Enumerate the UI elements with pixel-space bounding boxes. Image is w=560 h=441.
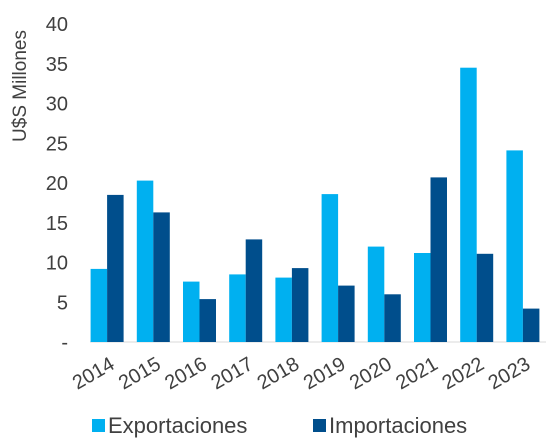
legend-swatch-importaciones: [313, 419, 326, 432]
bar-exportaciones-2022: [460, 67, 477, 342]
bar-exportaciones-2023: [506, 150, 523, 342]
bar-exportaciones-2021: [414, 253, 431, 342]
bar-importaciones-2017: [245, 239, 263, 342]
legend: Exportaciones Importaciones: [92, 413, 467, 438]
y-tick-label: 25: [46, 133, 68, 155]
x-tick-label-2021: 2021: [392, 353, 442, 394]
bar-exportaciones-2019: [321, 194, 339, 342]
bar-exportaciones-2018: [275, 277, 292, 342]
bar-importaciones-2020: [384, 294, 401, 342]
x-tick-label-2015: 2015: [115, 353, 165, 394]
bar-importaciones-2016: [199, 299, 216, 342]
bar-importaciones-2022: [476, 253, 494, 342]
x-tick-label-2018: 2018: [254, 353, 304, 394]
bar-exportaciones-2014: [90, 268, 108, 342]
y-tick-labels: - 5 10 15 20 25 30 35 40: [46, 14, 68, 354]
bar-exportaciones-2016: [183, 281, 200, 342]
y-tick-label: 40: [46, 14, 68, 36]
bar-importaciones-2018: [291, 268, 309, 342]
x-tick-label-2017: 2017: [207, 353, 257, 394]
y-tick-label: -: [61, 332, 68, 354]
y-tick-label: 35: [46, 54, 68, 76]
x-tick-label-2014: 2014: [69, 353, 119, 394]
y-tick-label: 30: [46, 94, 68, 116]
x-tick-label-2022: 2022: [438, 353, 488, 394]
y-tick-label: 20: [46, 173, 68, 195]
x-tick-label-2016: 2016: [161, 353, 211, 394]
bar-importaciones-2015: [153, 212, 170, 342]
legend-swatch-exportaciones: [92, 419, 105, 432]
x-tick-label-2020: 2020: [346, 353, 396, 394]
y-tick-label: 5: [57, 292, 68, 314]
x-tick-label-2023: 2023: [485, 353, 535, 394]
x-tick-label-2019: 2019: [300, 353, 350, 394]
y-tick-label: 10: [46, 253, 68, 275]
legend-label-exportaciones: Exportaciones: [108, 413, 247, 438]
bar-importaciones-2019: [338, 285, 355, 342]
bar-exportaciones-2020: [367, 246, 385, 342]
y-tick-label: 15: [46, 213, 68, 235]
legend-label-importaciones: Importaciones: [329, 413, 467, 438]
bar-exportaciones-2015: [136, 180, 154, 342]
bar-exportaciones-2017: [229, 274, 246, 342]
bars-group: [90, 67, 540, 342]
bar-importaciones-2014: [107, 194, 124, 342]
bar-importaciones-2023: [522, 308, 540, 342]
y-axis-title: U$S Millones: [10, 30, 31, 142]
bar-importaciones-2021: [430, 177, 447, 342]
